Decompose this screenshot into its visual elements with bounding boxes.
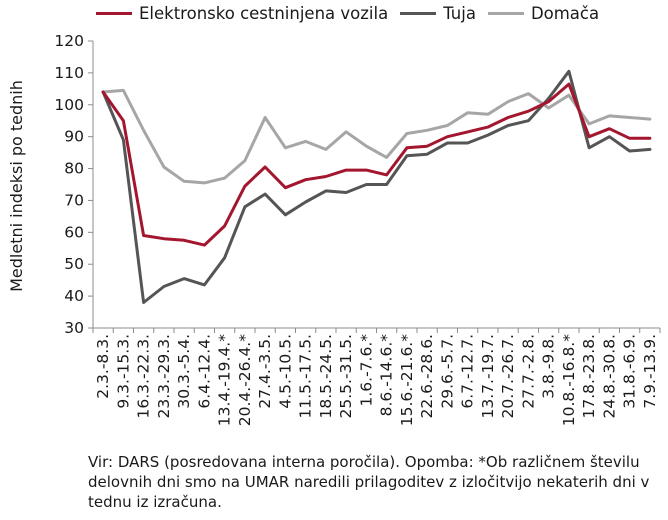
- x-tick-label: 11.5.-17.5.: [297, 334, 315, 418]
- y-tick-label: 80: [64, 160, 84, 178]
- x-tick-label: 29.6.-5.7.: [438, 334, 456, 409]
- y-tick-label: 120: [54, 32, 84, 50]
- x-tick-label: 22.6.-28.6.: [418, 334, 436, 418]
- x-tick-label: 13.4.-19.4.*: [216, 334, 234, 426]
- legend-item-elektronsko: Elektronsko cestninjena vozila: [96, 4, 388, 23]
- legend-item-tuja: Tuja: [400, 4, 476, 23]
- x-tick-label: 23.3.-29.3.: [155, 334, 173, 418]
- x-tick-label: 20.7.-26.7.: [499, 334, 517, 418]
- x-tick-label: 10.8.-16.8.*: [560, 334, 578, 426]
- source-note: Vir: DARS (posredovana interna poročila)…: [88, 453, 650, 511]
- y-tick-label: 70: [64, 191, 84, 209]
- x-tick-label: 4.5.-10.5.: [276, 334, 294, 409]
- series-line-2: [101, 88, 652, 185]
- series-line-0: [101, 82, 652, 247]
- x-tick-label: 15.6.-21.6.*: [398, 334, 416, 426]
- x-tick-label: 7.9.-13.9.: [641, 334, 659, 409]
- legend-swatch-domaca: [487, 12, 524, 15]
- x-tick-label: 9.3.-15.3.: [114, 334, 132, 409]
- legend-swatch-tuja: [400, 12, 437, 15]
- legend-swatch-elektronsko: [96, 12, 132, 15]
- legend-label-tuja: Tuja: [443, 4, 476, 23]
- y-tick-label: 100: [54, 96, 84, 114]
- x-tick-label: 2.3.-8.3.: [94, 334, 112, 399]
- y-tick-label: 30: [64, 319, 84, 337]
- x-tick-label: 24.8.-30.8.: [600, 334, 618, 418]
- y-tick-label: 50: [64, 255, 84, 273]
- x-tick-label: 1.6.-7.6.*: [357, 334, 375, 407]
- x-tick-label: 18.5.-24.5.: [317, 334, 335, 418]
- x-tick-label: 30.3.-5.4.: [175, 334, 193, 409]
- x-tick-label: 16.3.-22.3.: [135, 334, 153, 418]
- x-tick-label: 6.4.-12.4.: [195, 334, 213, 409]
- y-tick-label: 60: [64, 223, 84, 241]
- y-tick-label: 40: [64, 287, 84, 305]
- x-tick-label: 8.6.-14.6.*: [378, 334, 396, 417]
- x-tick-label: 13.7.-19.7.: [479, 334, 497, 418]
- x-tick-label: 20.4.-26.4.*: [236, 334, 254, 426]
- legend-item-domaca: Domača: [487, 4, 600, 23]
- x-tick-label: 27.4.-3.5.: [256, 334, 274, 409]
- x-tick-label: 3.8.-9.8.: [540, 334, 558, 399]
- x-tick-label: 17.8.-23.8.: [580, 334, 598, 418]
- y-tick-label: 110: [54, 64, 84, 82]
- legend-label-domaca: Domača: [530, 4, 600, 23]
- x-tick-label: 25.5.-31.5.: [337, 334, 355, 418]
- line-chart: Medletni indeksi po tednih 30 40 50 60 70 80 9…: [7, 32, 661, 426]
- chart-legend: Elektronsko cestninjena vozila Tuja Doma…: [96, 4, 611, 23]
- x-tick-label: 27.7.-2.8.: [519, 334, 537, 409]
- y-axis-label: Medletni indeksi po tednih: [7, 80, 26, 292]
- series-line-1: [101, 69, 652, 304]
- x-tick-label: 6.7.-12.7.: [459, 334, 477, 409]
- y-tick-label: 90: [64, 128, 84, 146]
- x-tick-label: 31.8.-6.9.: [621, 334, 639, 409]
- legend-label-elektronsko: Elektronsko cestninjena vozila: [139, 4, 389, 23]
